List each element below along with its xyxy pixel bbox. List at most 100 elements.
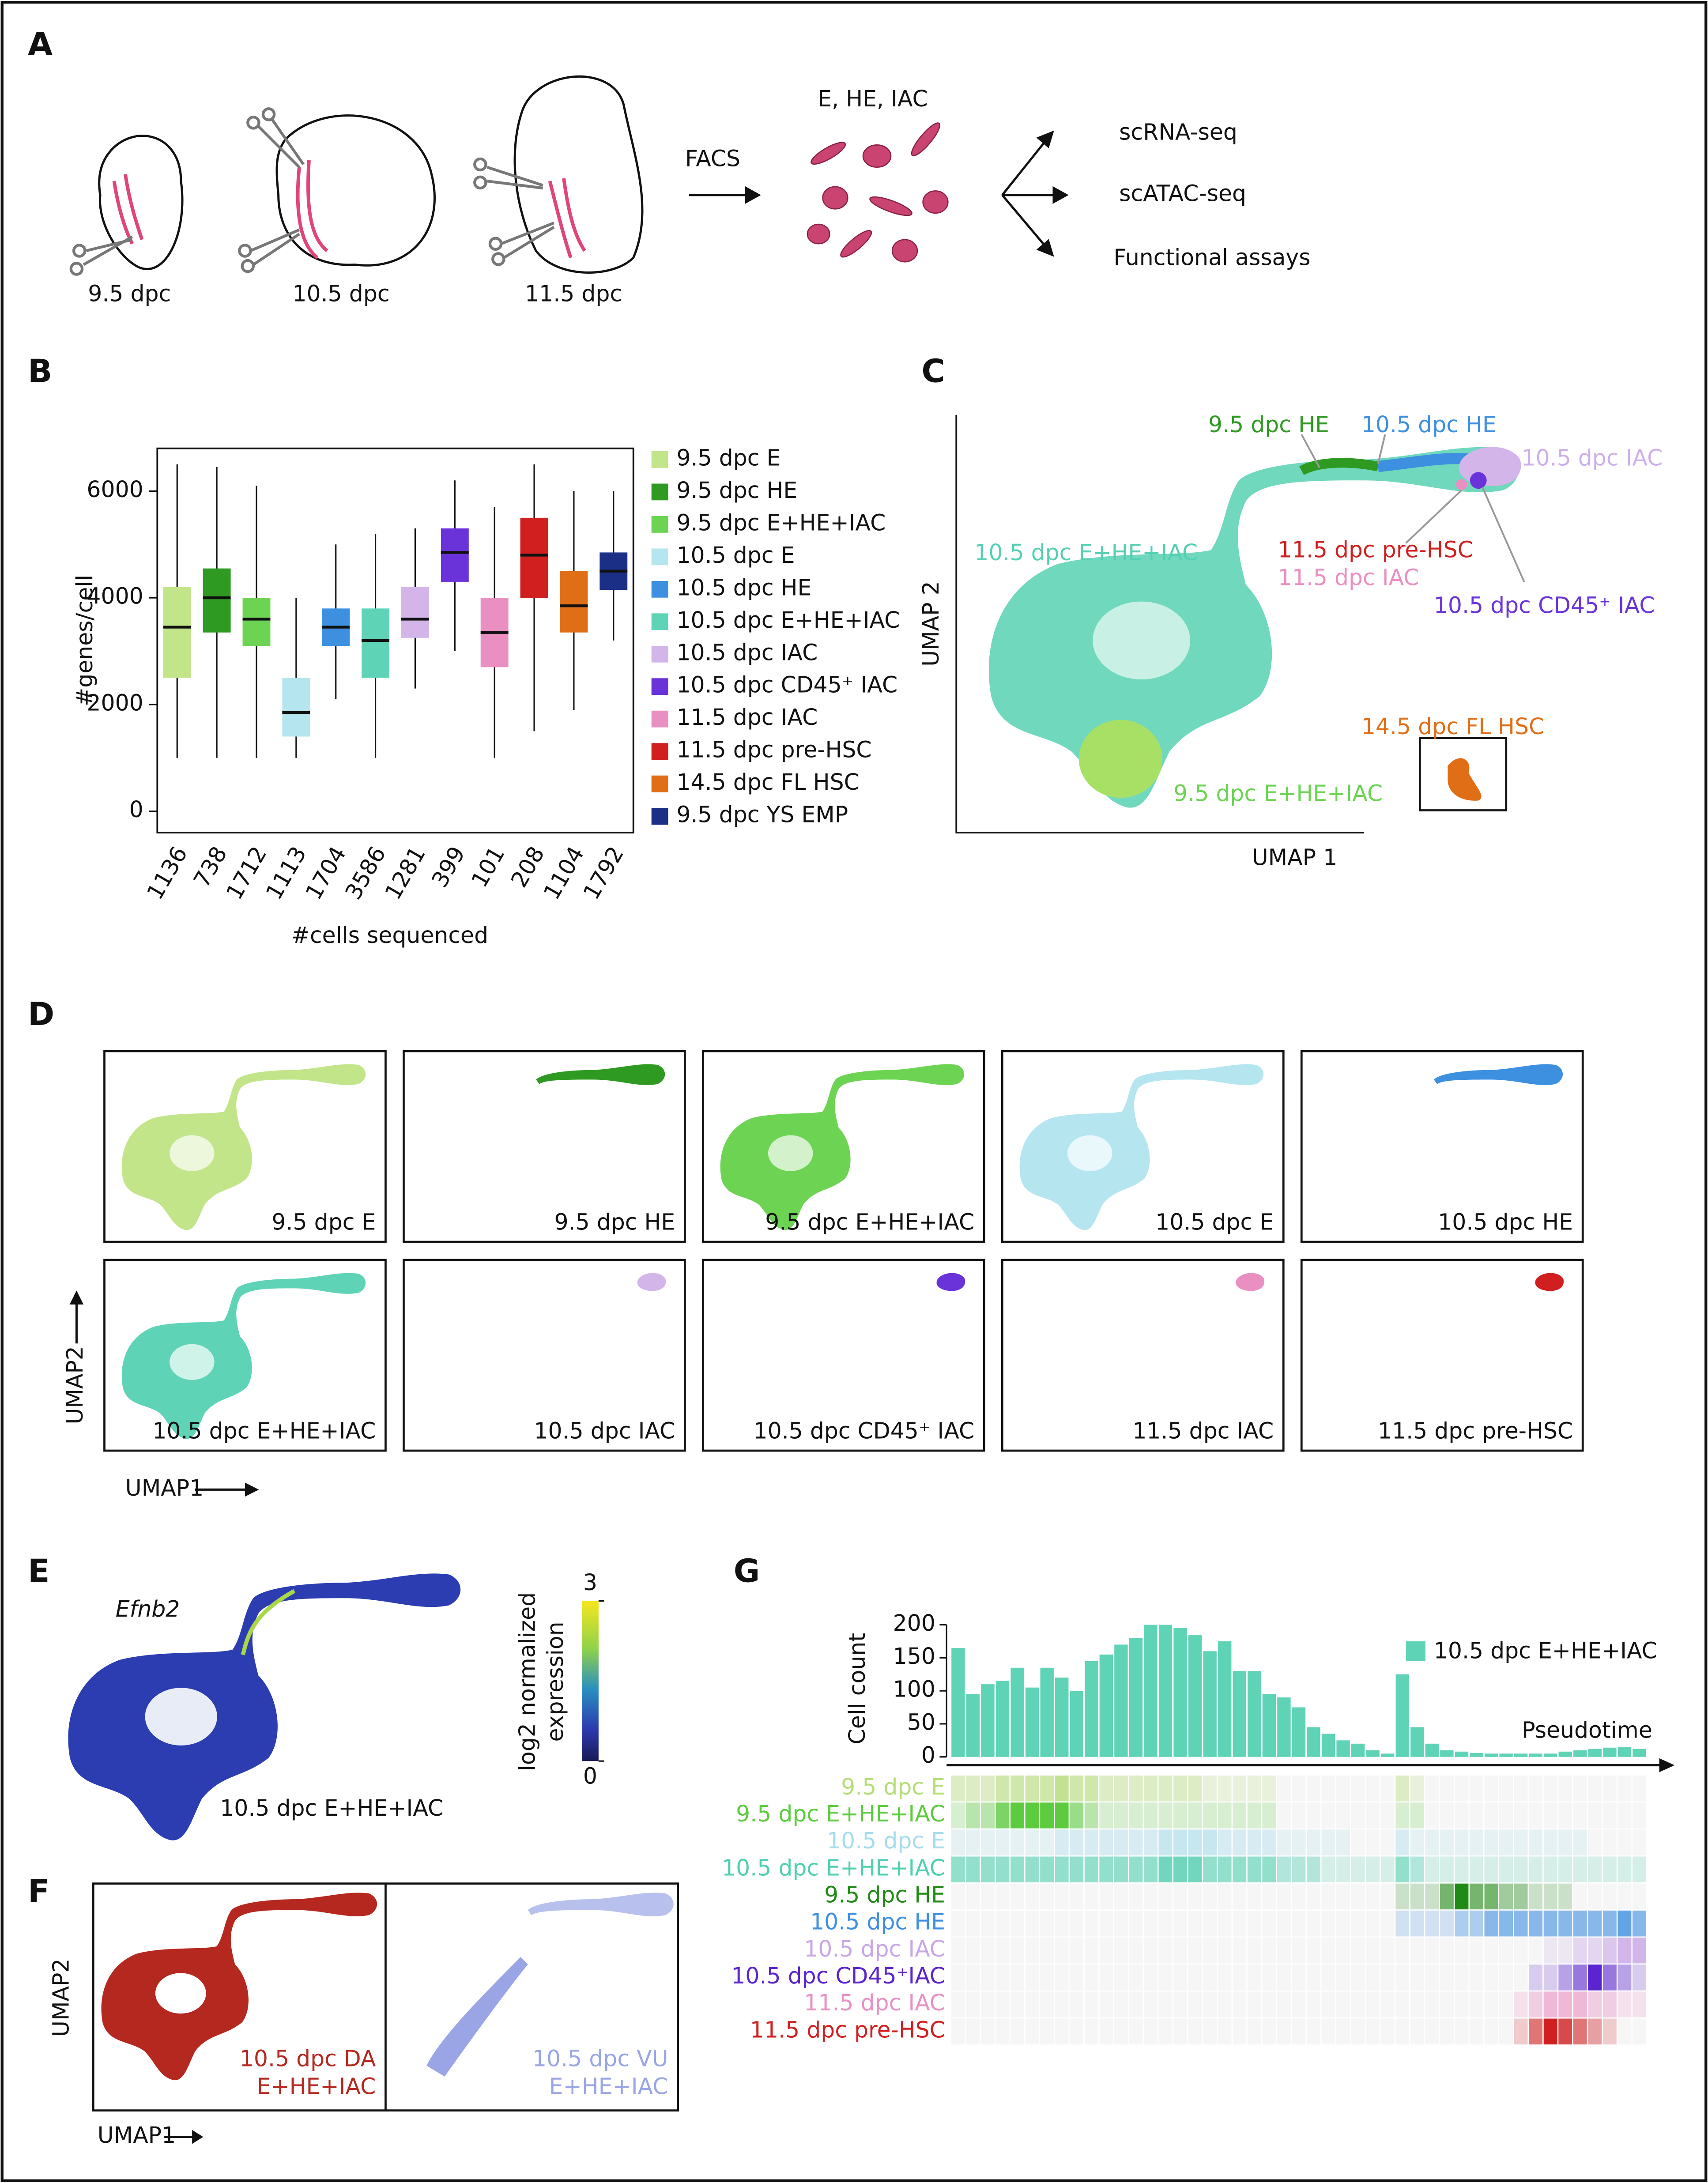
- heatmap-cell: [1335, 1909, 1351, 1938]
- heatmap-cell: [1365, 1963, 1381, 1992]
- heatmap-cell: [1409, 1990, 1425, 2019]
- heatmap-cell: [1483, 2017, 1500, 2046]
- heatmap-cell: [1350, 1855, 1366, 1884]
- heatmap-cell: [1513, 1936, 1529, 1965]
- heatmap-cell: [1365, 1774, 1381, 1803]
- heatmap-cell: [1187, 1828, 1203, 1857]
- heatmap-cell: [1261, 2017, 1277, 2046]
- panel-label: B: [28, 353, 52, 390]
- panel-label: D: [28, 996, 54, 1033]
- bar: [1440, 1750, 1454, 1757]
- heatmap-cell: [1142, 1882, 1159, 1911]
- heatmap-cell: [1320, 1855, 1337, 1884]
- heatmap-cell: [1261, 1882, 1277, 1911]
- heatmap-cell: [1172, 1828, 1188, 1857]
- heatmap-cell: [1453, 1990, 1470, 2019]
- heatmap-cell: [1527, 1882, 1544, 1911]
- heatmap-cell: [1424, 1774, 1440, 1803]
- legend-label: 9.5 dpc HE: [676, 477, 797, 503]
- heatmap-cell: [1276, 1909, 1292, 1938]
- bar: [1395, 1674, 1409, 1757]
- heatmap-cell: [1335, 1882, 1351, 1911]
- heatmap-cell: [1527, 1990, 1544, 2019]
- heatmap-cell: [1587, 1909, 1603, 1938]
- heatmap-cell: [1290, 2017, 1307, 2046]
- heatmap-cell: [1261, 1936, 1277, 1965]
- heatmap-cell: [1217, 1936, 1233, 1965]
- umap-axes: [955, 415, 1365, 833]
- umap-d: [121, 1064, 366, 1230]
- heatmap-cell: [1172, 1909, 1188, 1938]
- heatmap-cell: [1039, 1936, 1055, 1965]
- box: [401, 587, 429, 638]
- heatmap-cell: [1217, 2017, 1233, 2046]
- bar: [1321, 1734, 1335, 1757]
- heatmap-cell: [1068, 1774, 1085, 1803]
- heatmap-cell: [1276, 1774, 1292, 1803]
- legend-swatch: [651, 548, 668, 566]
- heatmap-cell: [1217, 1909, 1233, 1938]
- stage-label: 9.5 dpc: [88, 280, 171, 306]
- heatmap-cell: [1098, 1990, 1114, 2019]
- cluster-label: 10.5 dpc E+HE+IAC: [974, 539, 1198, 566]
- legend-label: 14.5 dpc FL HSC: [676, 769, 859, 795]
- umap-hole: [768, 1135, 813, 1171]
- heatmap-cell: [1572, 1774, 1588, 1803]
- heatmap-cell: [1068, 1963, 1085, 1992]
- bar: [1248, 1671, 1261, 1757]
- colorbar-tick-label: 0: [583, 1763, 597, 1789]
- heatmap-cell: [1024, 1963, 1041, 1992]
- heatmap-row-label: 9.5 dpc E+HE+IAC: [736, 1801, 945, 1827]
- heatmap-cell: [1009, 1936, 1026, 1965]
- bar: [1544, 1753, 1557, 1757]
- output-label: scRNA-seq: [1119, 119, 1237, 145]
- heatmap-cell: [1231, 1882, 1248, 1911]
- heatmap-cell: [1083, 1936, 1100, 1965]
- heatmap-cell: [1276, 1882, 1292, 1911]
- heatmap-cell: [1335, 1963, 1351, 1992]
- heatmap-cell: [1083, 1963, 1100, 1992]
- bar: [1099, 1654, 1113, 1757]
- umap-hole: [155, 1973, 206, 2014]
- heatmap-cell: [1276, 2017, 1292, 2046]
- heatmap-cell: [1231, 1801, 1248, 1830]
- legend-swatch: [651, 483, 668, 501]
- heatmap-cell: [1187, 1936, 1203, 1965]
- heatmap-cell: [995, 1990, 1011, 2019]
- heatmap-cell: [1498, 1801, 1514, 1830]
- heatmap-cell: [1305, 1936, 1322, 1965]
- heatmap-cell: [1513, 1828, 1529, 1857]
- heatmap-cell: [1468, 2017, 1485, 2046]
- heatmap-cell: [1113, 1882, 1129, 1911]
- heatmap-cell: [1083, 1909, 1100, 1938]
- heatmap-cell: [1172, 1936, 1188, 1965]
- heatmap-cell: [1039, 1882, 1055, 1911]
- heatmap-cell: [1113, 1963, 1129, 1992]
- heatmap-cell: [1142, 2017, 1159, 2046]
- heatmap-cell: [1380, 1828, 1396, 1857]
- stage-label: 11.5 dpc: [525, 280, 622, 306]
- heatmap-cell: [1158, 1801, 1174, 1830]
- heatmap-cell: [1468, 1936, 1485, 1965]
- heatmap-cell: [1217, 1828, 1233, 1857]
- heatmap-cell: [1350, 1774, 1366, 1803]
- heatmap-cell: [1083, 1882, 1100, 1911]
- heatmap-cell: [1616, 1909, 1633, 1938]
- cluster-label: 10.5 dpc HE: [1361, 411, 1497, 437]
- heatmap-cell: [1054, 1855, 1070, 1884]
- heatmap-cell: [1290, 1963, 1307, 1992]
- panel-d-label: 10.5 dpc E: [1155, 1209, 1274, 1235]
- heatmap-cell: [1187, 2017, 1203, 2046]
- bar: [995, 1681, 1010, 1757]
- umap-e: [68, 1573, 461, 1840]
- heatmap-cell: [1483, 1936, 1500, 1965]
- legend-swatch: [1406, 1641, 1425, 1661]
- y-tick-label: 200: [893, 1610, 935, 1636]
- legend-label: 9.5 dpc E: [676, 445, 780, 471]
- heatmap-cell: [995, 1963, 1011, 1992]
- heatmap-cell: [1424, 1801, 1440, 1830]
- heatmap-cell: [1290, 1882, 1307, 1911]
- heatmap-cell: [1424, 1936, 1440, 1965]
- heatmap-cell: [1394, 1909, 1410, 1938]
- heatmap-cell: [1098, 2017, 1114, 2046]
